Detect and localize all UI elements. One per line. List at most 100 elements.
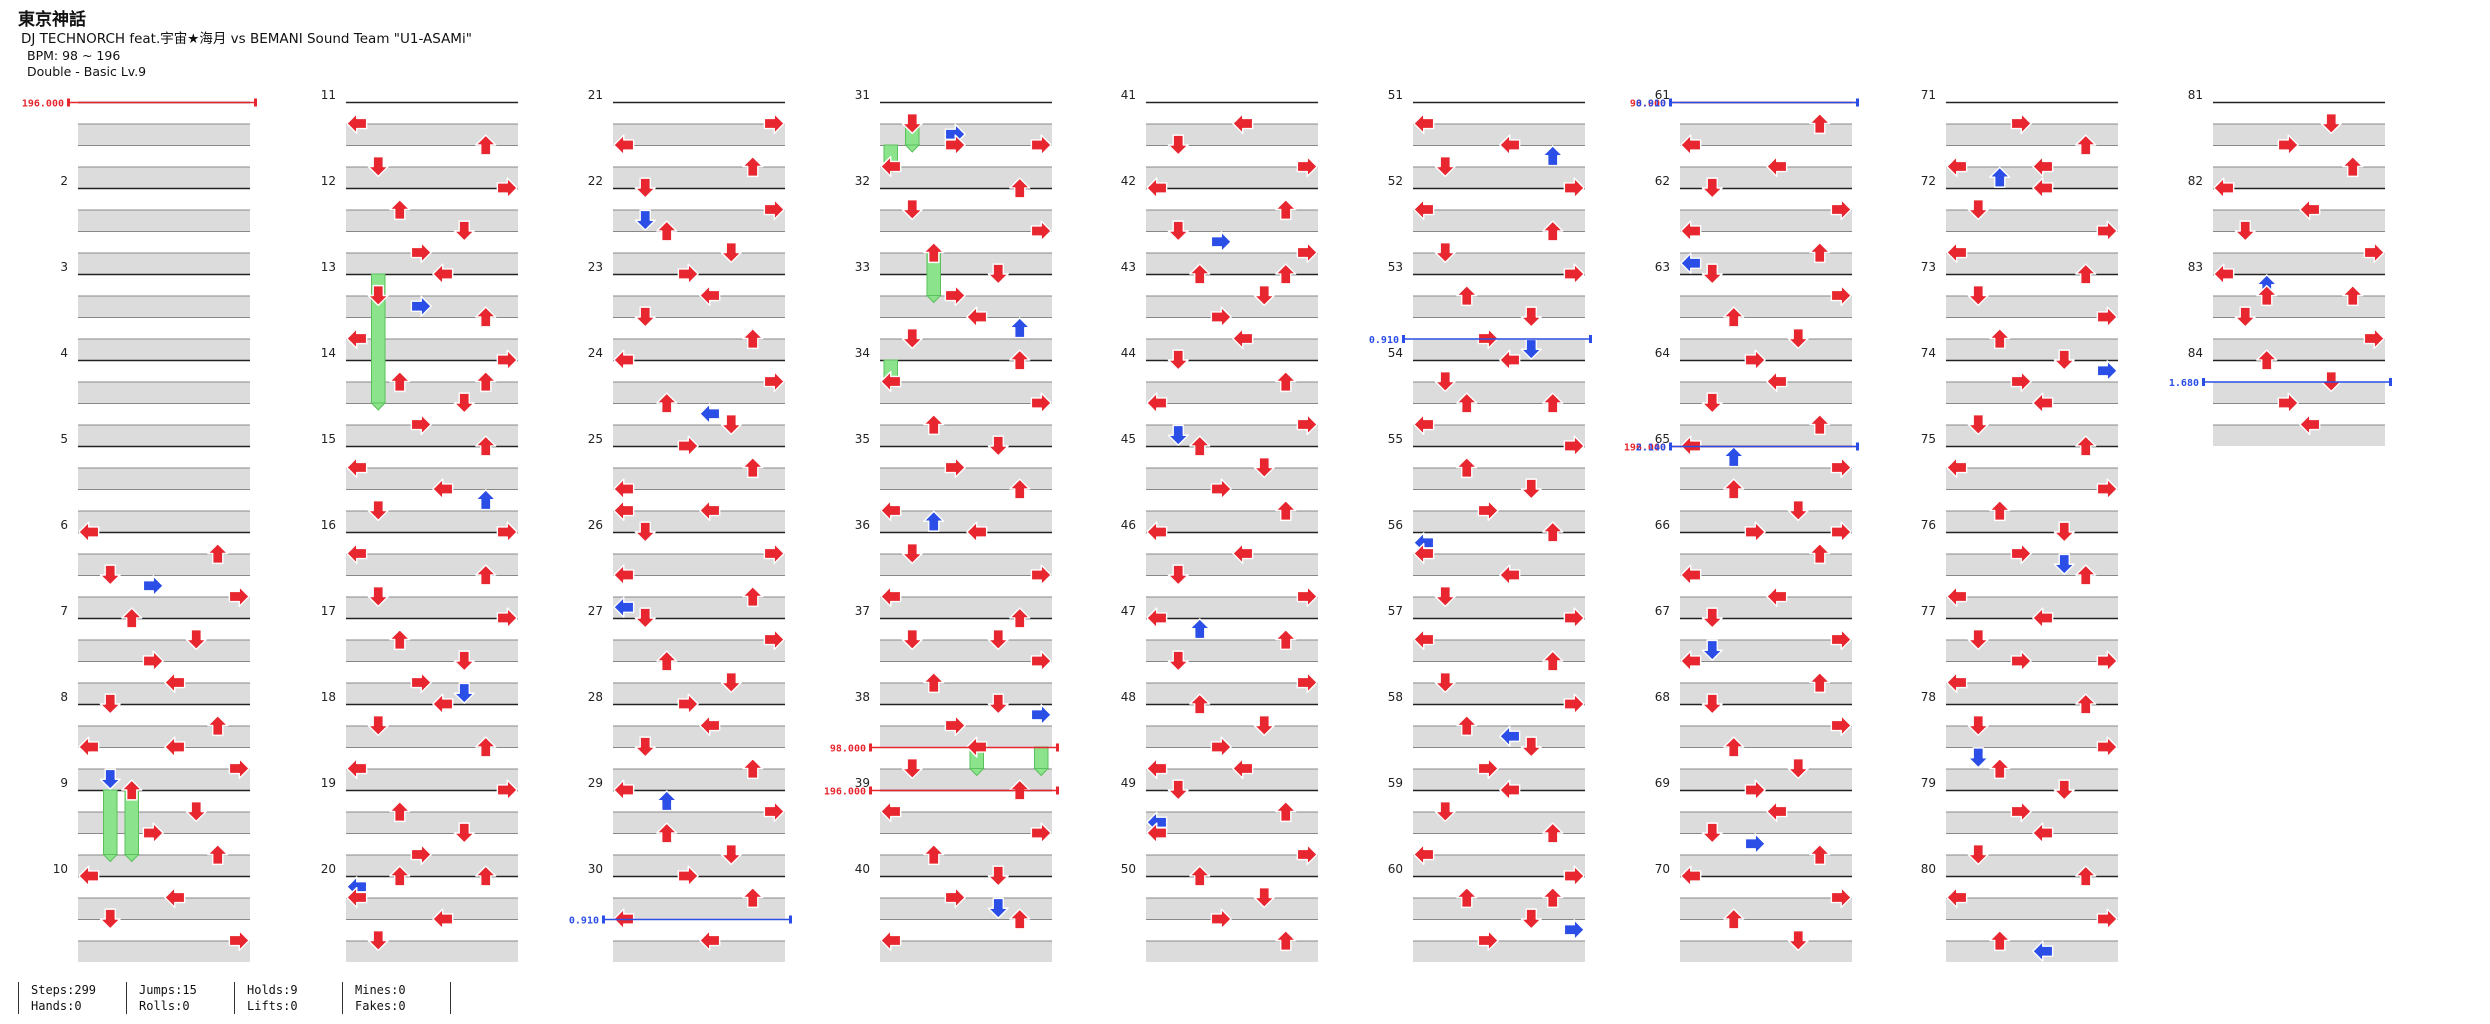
stop-tick	[2202, 378, 2205, 386]
beat-band	[1146, 811, 1318, 833]
beat-band	[1413, 209, 1585, 231]
beat-band	[1413, 639, 1585, 661]
measure-number: 80	[1921, 862, 1936, 876]
measure-number: 41	[1121, 88, 1136, 102]
beat-band	[78, 123, 250, 145]
beat-band	[613, 639, 785, 661]
song-header: 東京神話 DJ TECHNORCH feat.宇宙★海月 vs BEMANI S…	[18, 10, 472, 79]
stats-steps-hands: Steps:299 Hands:0	[18, 982, 96, 1014]
measure-number: 56	[1388, 518, 1403, 532]
beat-band	[1946, 467, 2118, 489]
step-arrow	[1744, 833, 1766, 855]
stats-jumps-rolls: Jumps:15 Rolls:0	[126, 982, 197, 1014]
stat-fakes: Fakes:0	[355, 999, 406, 1013]
bpm-range: BPM: 98 ~ 196	[27, 48, 121, 64]
beat-band	[78, 639, 250, 661]
beat-band	[346, 596, 518, 618]
measure-number: 51	[1388, 88, 1403, 102]
measure-number: 52	[1388, 174, 1403, 188]
beat-band	[2213, 166, 2385, 188]
beat-band	[1680, 596, 1852, 618]
beat-band	[880, 854, 1052, 876]
beat-band	[613, 811, 785, 833]
beat-band	[78, 467, 250, 489]
step-arrow	[699, 403, 721, 425]
beat-band	[1146, 940, 1318, 962]
beat-band	[613, 854, 785, 876]
beat-band	[1946, 940, 2118, 962]
measure-number: 44	[1121, 346, 1136, 360]
beat-band	[346, 768, 518, 790]
beat-band	[613, 553, 785, 575]
beat-band	[1680, 897, 1852, 919]
stats-mines-fakes: Mines:0 Fakes:0	[342, 982, 406, 1014]
beat-band	[880, 424, 1052, 446]
measure-number: 27	[588, 604, 603, 618]
beat-band	[78, 424, 250, 446]
beat-band	[613, 381, 785, 403]
beat-band	[880, 166, 1052, 188]
hold-notes	[102, 123, 1050, 863]
beat-band	[1146, 467, 1318, 489]
measure-number: 29	[588, 776, 603, 790]
beat-band	[880, 553, 1052, 575]
beat-band	[346, 940, 518, 962]
beat-band	[1146, 725, 1318, 747]
beat-band	[346, 166, 518, 188]
measure-number: 17	[321, 604, 336, 618]
beat-band	[346, 381, 518, 403]
beat-band	[880, 467, 1052, 489]
measure-number: 83	[2188, 260, 2203, 274]
measure-number: 76	[1921, 518, 1936, 532]
beat-band	[880, 725, 1052, 747]
measure-number: 15	[321, 432, 336, 446]
beat-band	[78, 209, 250, 231]
measure-number: 49	[1121, 776, 1136, 790]
beat-band	[346, 682, 518, 704]
beat-band	[1413, 682, 1585, 704]
beat-band	[1146, 897, 1318, 919]
beat-band	[78, 811, 250, 833]
beat-band	[78, 166, 250, 188]
beat-band	[1946, 381, 2118, 403]
beat-band	[1946, 295, 2118, 317]
measure-number: 69	[1655, 776, 1670, 790]
beat-band	[880, 209, 1052, 231]
beat-band	[1146, 768, 1318, 790]
beat-band	[1413, 166, 1585, 188]
beat-band	[1946, 338, 2118, 360]
stat-hands: Hands:0	[31, 999, 82, 1013]
beat-band	[613, 295, 785, 317]
measure-number: 53	[1388, 260, 1403, 274]
bpm-change-label: 196.000	[1624, 443, 1666, 454]
measure-number: 14	[321, 346, 336, 360]
tap-notes	[78, 112, 2385, 962]
measure-number: 61	[1655, 88, 1670, 102]
beat-band	[346, 295, 518, 317]
beat-band	[1413, 381, 1585, 403]
measure-number: 30	[588, 862, 603, 876]
beat-band	[1413, 596, 1585, 618]
beat-band	[1946, 725, 2118, 747]
beat-band	[880, 596, 1052, 618]
measure-number: 28	[588, 690, 603, 704]
beat-band	[1413, 123, 1585, 145]
stop-label: 0.910	[569, 916, 599, 927]
beat-band	[1146, 510, 1318, 532]
beat-band	[1946, 682, 2118, 704]
step-arrow	[1542, 145, 1564, 167]
beat-band	[880, 897, 1052, 919]
beat-band	[613, 209, 785, 231]
step-arrow	[1009, 317, 1031, 339]
beat-band	[613, 252, 785, 274]
beat-band	[1946, 854, 2118, 876]
stop-label: 0.910	[1636, 99, 1666, 110]
measure-number: 12	[321, 174, 336, 188]
beat-band	[1146, 252, 1318, 274]
step-arrow	[1723, 446, 1745, 468]
measure-number: 58	[1388, 690, 1403, 704]
bpm-change-tick	[869, 743, 872, 752]
step-arrow	[142, 575, 164, 597]
hold-body	[1034, 746, 1049, 769]
beat-band	[346, 338, 518, 360]
